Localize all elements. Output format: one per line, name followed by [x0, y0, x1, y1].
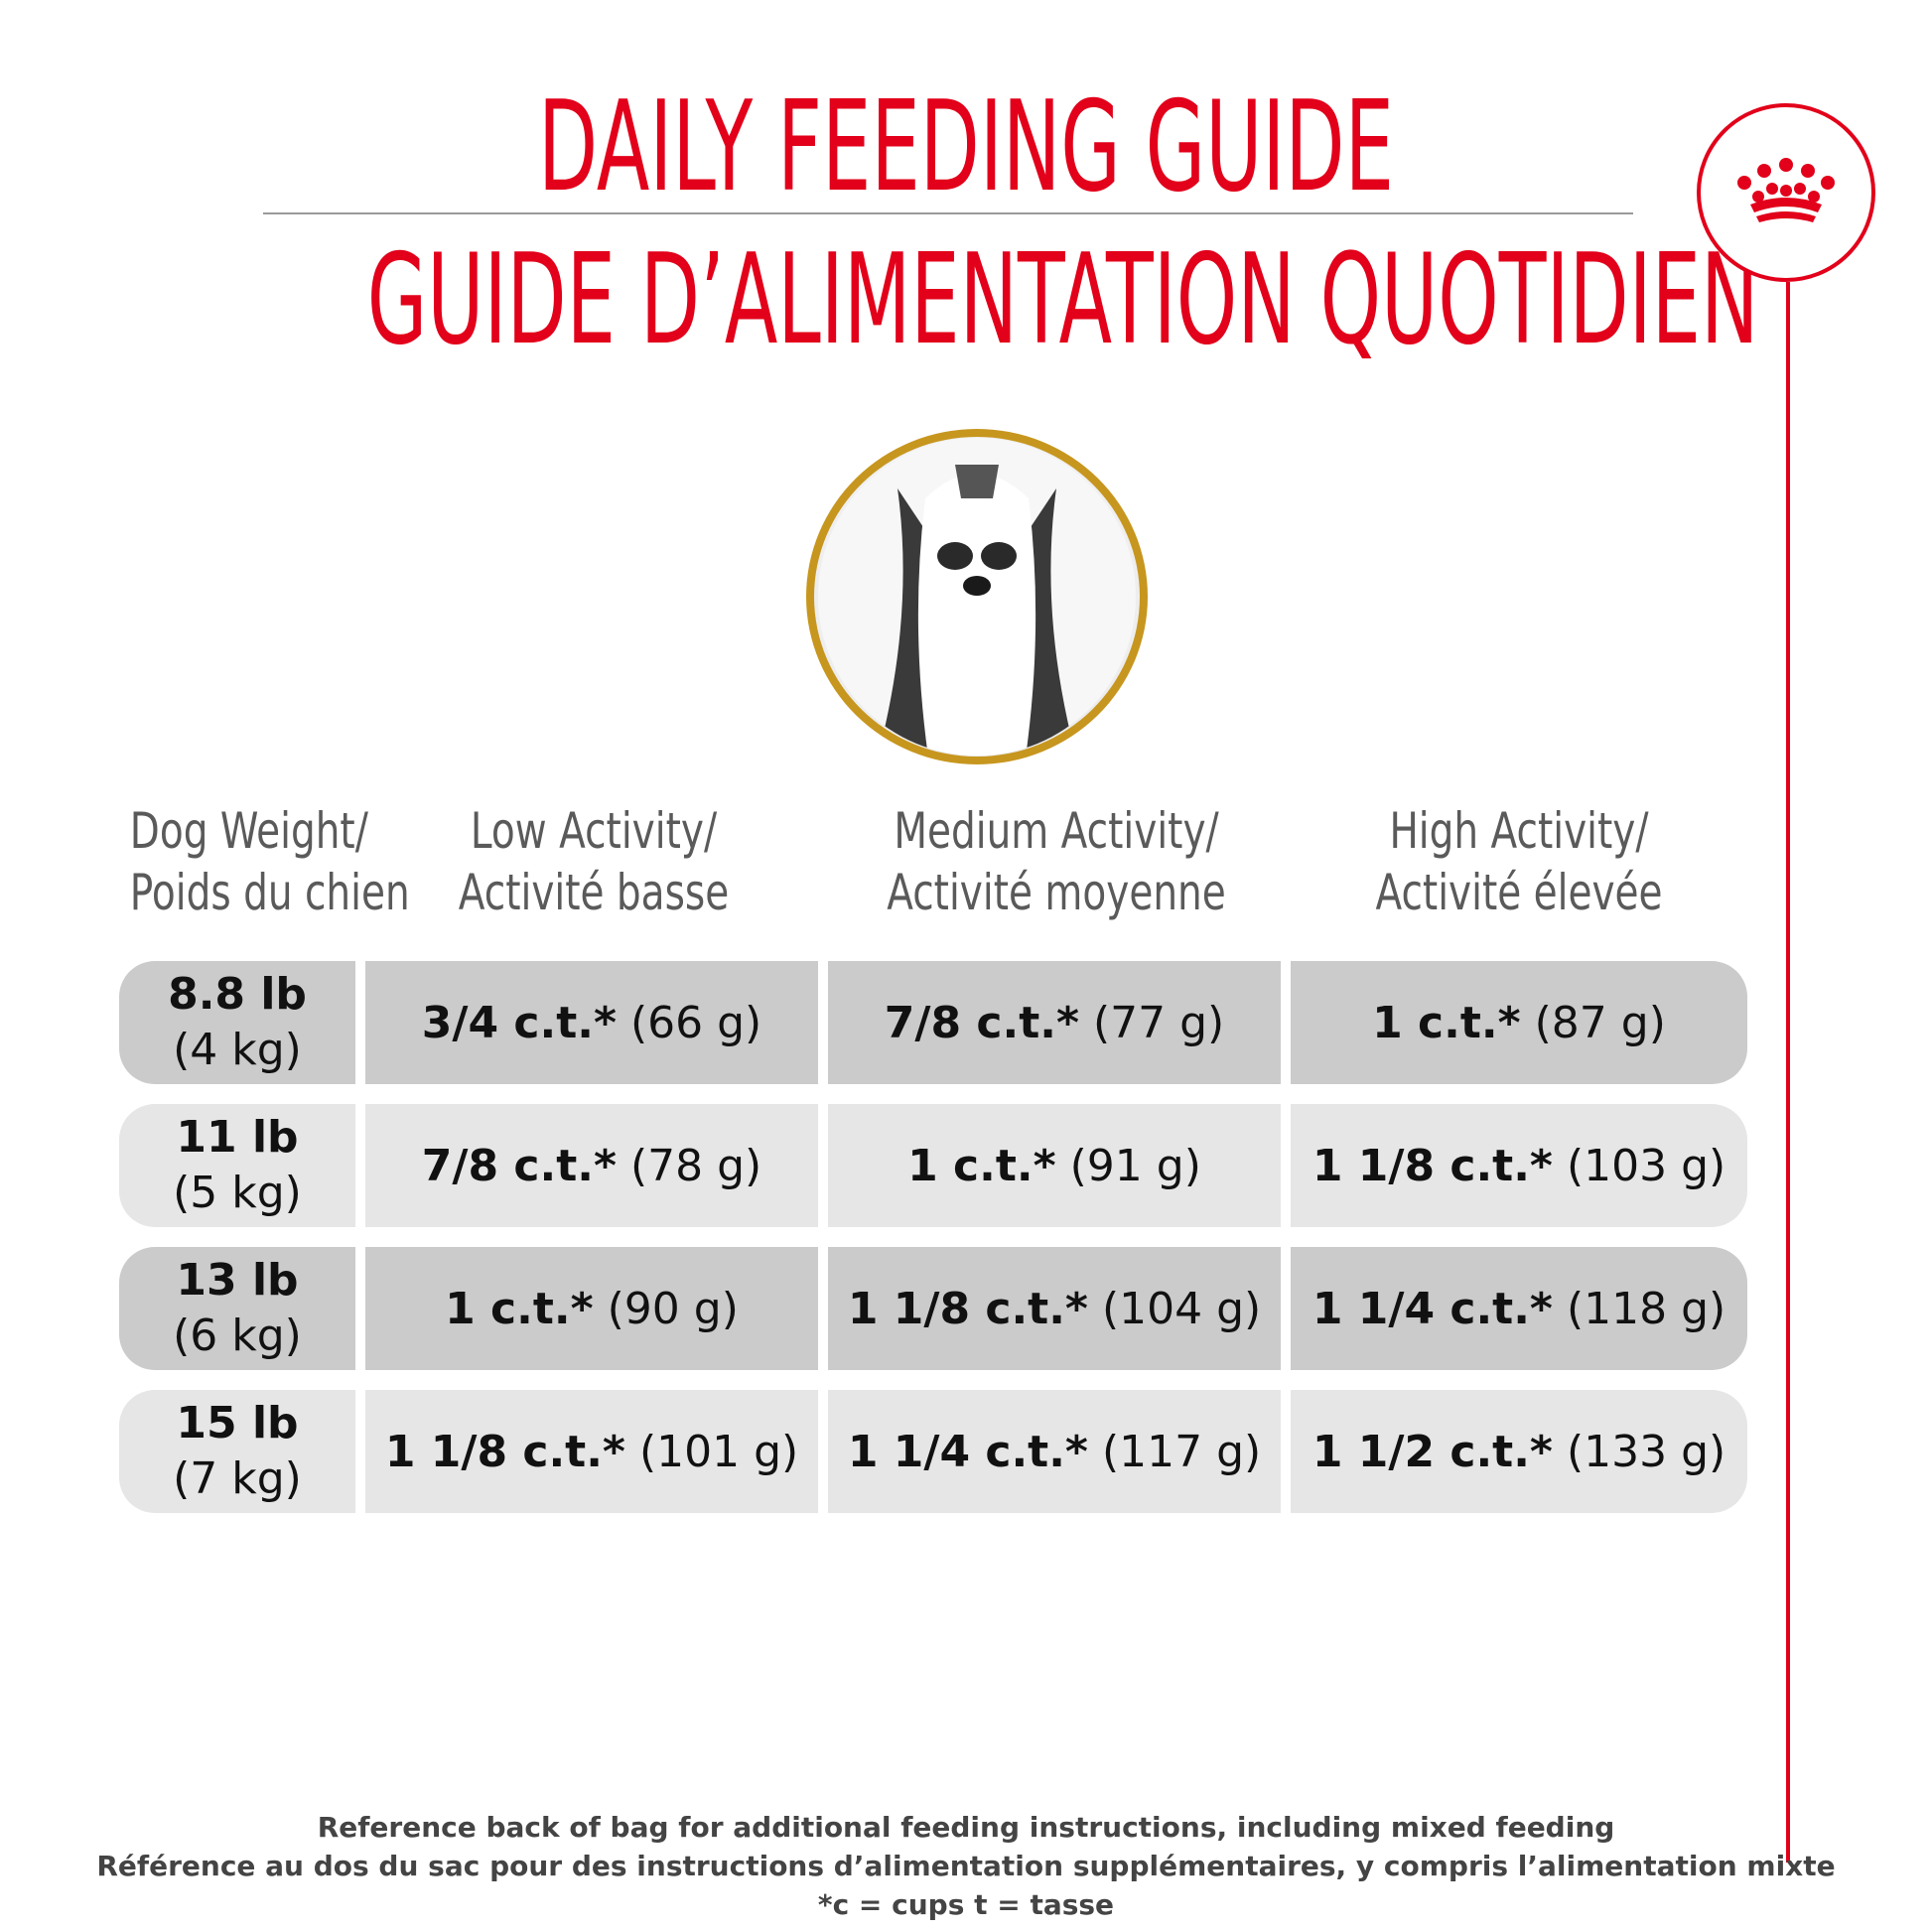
column-header-high: High Activity/ Activité élevée	[1375, 802, 1663, 921]
weight-cell: 11 lb (5 kg)	[119, 1104, 355, 1227]
medium-activity-cell: 1 1/8 c.t.* (104 g)	[828, 1247, 1281, 1370]
table-row: 13 lb (6 kg) 1 c.t.* (90 g) 1 1/8 c.t.* …	[119, 1247, 1747, 1370]
footer-footnote: *c = cups t = tasse	[817, 1888, 1115, 1921]
low-activity-cell: 3/4 c.t.* (66 g)	[365, 961, 818, 1084]
high-activity-cell: 1 c.t.* (87 g)	[1291, 961, 1747, 1084]
table-row: 15 lb (7 kg) 1 1/8 c.t.* (101 g) 1 1/4 c…	[119, 1390, 1747, 1513]
brand-logo	[1697, 103, 1875, 282]
medium-activity-cell: 1 1/4 c.t.* (117 g)	[828, 1390, 1281, 1513]
high-activity-cell: 1 1/4 c.t.* (118 g)	[1291, 1247, 1747, 1370]
dog-photo	[806, 429, 1148, 764]
column-header-low: Low Activity/ Activité basse	[458, 802, 730, 921]
crown-icon	[1737, 158, 1835, 222]
title-french: GUIDE D’ALIMENTATION QUOTIDIEN	[366, 226, 1759, 372]
column-header-weight: Dog Weight/ Poids du chien	[129, 802, 410, 921]
high-activity-cell: 1 1/2 c.t.* (133 g)	[1291, 1390, 1747, 1513]
weight-cell: 13 lb (6 kg)	[119, 1247, 355, 1370]
table-row: 11 lb (5 kg) 7/8 c.t.* (78 g) 1 c.t.* (9…	[119, 1104, 1747, 1227]
low-activity-cell: 7/8 c.t.* (78 g)	[365, 1104, 818, 1227]
low-activity-cell: 1 c.t.* (90 g)	[365, 1247, 818, 1370]
column-header-medium: Medium Activity/ Activité moyenne	[887, 802, 1226, 921]
footer-note-french: Référence au dos du sac pour des instruc…	[96, 1850, 1836, 1882]
high-activity-cell: 1 1/8 c.t.* (103 g)	[1291, 1104, 1747, 1227]
dog-illustration	[818, 438, 1136, 756]
brand-vertical-line	[1786, 282, 1790, 1863]
title-english: DAILY FEEDING GUIDE	[538, 73, 1394, 219]
low-activity-cell: 1 1/8 c.t.* (101 g)	[365, 1390, 818, 1513]
medium-activity-cell: 7/8 c.t.* (77 g)	[828, 961, 1281, 1084]
weight-cell: 15 lb (7 kg)	[119, 1390, 355, 1513]
weight-cell: 8.8 lb (4 kg)	[119, 961, 355, 1084]
table-row: 8.8 lb (4 kg) 3/4 c.t.* (66 g) 7/8 c.t.*…	[119, 961, 1747, 1084]
medium-activity-cell: 1 c.t.* (91 g)	[828, 1104, 1281, 1227]
title-divider	[263, 212, 1633, 214]
footer-note-english: Reference back of bag for additional fee…	[317, 1811, 1615, 1844]
